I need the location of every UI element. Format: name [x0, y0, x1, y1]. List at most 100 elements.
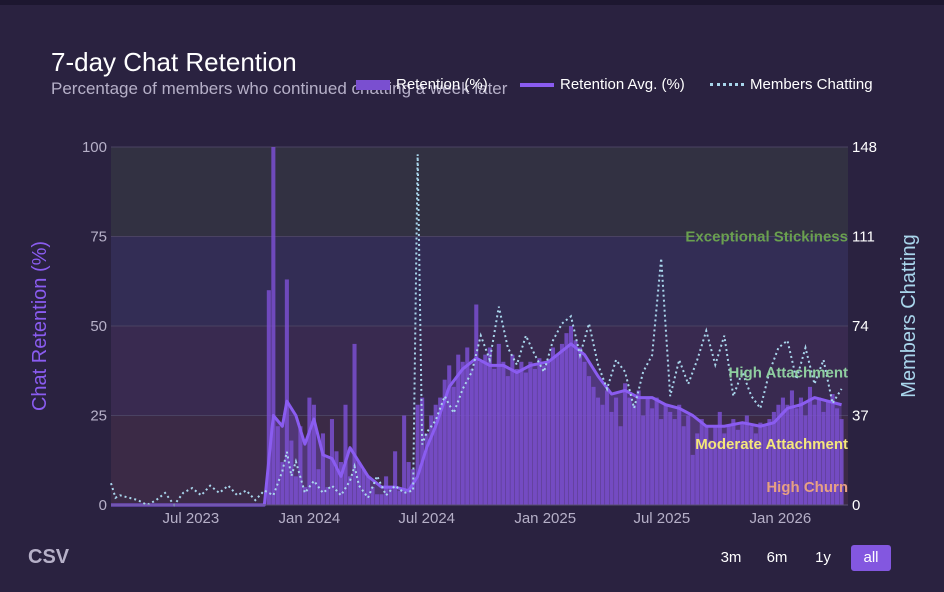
retention-bar	[501, 361, 506, 505]
retention-bar	[519, 361, 524, 505]
retention-bar	[352, 343, 357, 505]
x-tick-label: Jul 2024	[398, 510, 455, 527]
retention-bar	[659, 419, 664, 505]
retention-bar	[284, 279, 289, 505]
retention-bar	[609, 411, 614, 505]
y2-tick-label: 74	[852, 318, 869, 335]
retention-bar	[393, 451, 398, 505]
retention-bar	[704, 426, 709, 505]
retention-bar	[731, 419, 736, 505]
retention-bar	[771, 411, 776, 505]
legend-swatch-members-line	[710, 83, 744, 86]
retention-bar	[722, 433, 727, 505]
band-0	[111, 147, 848, 237]
retention-bar	[618, 426, 623, 505]
retention-bar	[623, 383, 628, 505]
retention-bar	[334, 451, 339, 505]
retention-bar	[537, 358, 542, 505]
retention-bar	[749, 426, 754, 505]
retention-bar	[271, 147, 276, 505]
csv-button[interactable]: CSV	[28, 546, 70, 568]
range-button-6m[interactable]: 6m	[766, 549, 788, 566]
retention-bar	[460, 361, 465, 505]
x-tick-label: Jan 2026	[749, 510, 811, 527]
retention-bar	[573, 340, 578, 505]
chart-subtitle: Percentage of members who continued chat…	[51, 79, 508, 98]
retention-bar	[835, 408, 840, 505]
retention-bar	[568, 326, 574, 505]
band-label: Exceptional Stickiness	[685, 229, 848, 246]
retention-bar	[555, 354, 560, 505]
y-tick-label: 0	[99, 497, 107, 514]
y-tick-label: 25	[90, 408, 107, 425]
retention-bar	[465, 347, 470, 505]
band-1	[111, 236, 848, 326]
retention-bar	[794, 408, 799, 505]
retention-bar	[708, 440, 713, 505]
y-axis-title: Chat Retention (%)	[29, 241, 51, 411]
band-label: High Attachment	[729, 365, 848, 382]
x-tick-label: Jan 2024	[279, 510, 341, 527]
retention-bar	[550, 347, 555, 505]
retention-bar	[492, 368, 497, 505]
retention-bar	[293, 476, 298, 505]
retention-bar	[839, 419, 844, 505]
range-button-1y[interactable]: 1y	[815, 549, 831, 566]
y-tick-label: 100	[82, 139, 107, 156]
retention-bar	[384, 476, 389, 505]
range-button-all[interactable]: all	[851, 545, 891, 571]
y2-axis-title: Members Chatting	[898, 234, 920, 397]
band-label: Moderate Attachment	[695, 436, 848, 453]
retention-bar	[825, 401, 831, 505]
chart-title: 7-day Chat Retention	[51, 47, 297, 77]
retention-bar	[528, 361, 533, 505]
retention-bar	[735, 429, 740, 505]
retention-bar	[420, 397, 425, 505]
retention-bar	[433, 404, 438, 505]
retention-bar	[483, 354, 488, 505]
retention-bar	[275, 426, 280, 505]
retention-bar	[469, 368, 474, 505]
y2-tick-label: 0	[852, 497, 860, 514]
retention-bar	[307, 397, 312, 505]
retention-bar	[523, 372, 528, 505]
retention-bar	[375, 494, 380, 505]
y2-tick-label: 37	[852, 408, 869, 425]
retention-bar	[713, 426, 718, 505]
retention-bar	[302, 487, 307, 505]
legend-item-retention[interactable]: Retention (%)	[356, 76, 488, 93]
retention-bar	[695, 433, 700, 505]
y2-tick-label: 148	[852, 139, 877, 156]
legend-label-members: Members Chatting	[750, 76, 873, 93]
legend-item-members[interactable]: Members Chatting	[710, 76, 873, 93]
x-tick-label: Jan 2025	[514, 510, 576, 527]
retention-bar	[356, 462, 362, 505]
retention-bar	[686, 415, 691, 505]
retention-bar	[564, 333, 569, 505]
retention-bar	[266, 290, 271, 505]
retention-bar	[447, 365, 452, 505]
retention-bar	[487, 347, 492, 505]
retention-bar	[406, 462, 411, 505]
y-tick-label: 50	[90, 318, 107, 335]
legend-item-avg[interactable]: Retention Avg. (%)	[520, 76, 685, 93]
retention-bar	[668, 411, 673, 505]
retention-bar	[758, 422, 763, 505]
retention-bar	[429, 415, 434, 505]
legend-swatch-bars	[356, 79, 390, 90]
y-tick-label: 75	[90, 229, 107, 246]
retention-bar	[789, 390, 794, 505]
retention-bar	[438, 397, 443, 505]
x-tick-label: Jul 2023	[163, 510, 220, 527]
retention-bar	[456, 354, 461, 505]
retention-bar	[577, 347, 583, 505]
retention-bar	[821, 411, 826, 505]
retention-bar	[442, 379, 447, 505]
retention-bar	[605, 390, 610, 505]
retention-bar	[614, 397, 619, 505]
range-button-3m[interactable]: 3m	[720, 549, 742, 566]
band-label: High Churn	[766, 479, 848, 496]
retention-bar	[681, 426, 686, 505]
retention-bar	[402, 415, 407, 505]
legend-swatch-avg-line	[520, 82, 554, 87]
